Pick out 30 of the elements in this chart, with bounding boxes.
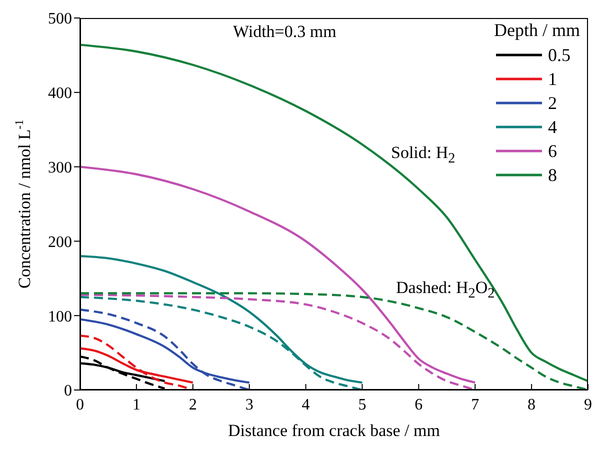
x-tick-label: 9 (584, 396, 592, 414)
annotation: Dashed: H$_{2}$O$_{2}$ (396, 278, 495, 302)
annotation: Width=0.3 mm (233, 22, 336, 42)
x-tick-label: 8 (528, 396, 536, 414)
legend-label: 6 (548, 140, 557, 162)
y-tick-label: 0 (64, 382, 72, 400)
legend-label: 4 (548, 116, 557, 138)
x-tick-label: 4 (302, 396, 310, 414)
y-tick-label: 500 (48, 10, 72, 28)
annotation: Solid: H$_{2}$ (391, 143, 456, 168)
y-tick-label: 100 (48, 308, 72, 326)
x-tick-label: 0 (76, 396, 84, 414)
x-tick-label: 2 (188, 396, 197, 414)
x-tick-label: 7 (471, 396, 480, 414)
line-series (80, 166, 476, 384)
legend-label: 1 (548, 68, 557, 90)
line-series (80, 334, 194, 390)
y-tick-label: 200 (48, 234, 72, 251)
x-tick-label: 3 (245, 396, 254, 414)
legend-label: 8 (548, 164, 557, 186)
legend-title: Depth / mm (494, 20, 580, 41)
line-series (80, 308, 250, 390)
legend-label: 0.5 (548, 44, 570, 66)
x-axis-title: Distance from crack base / mm (228, 421, 440, 440)
x-tick-label: 1 (132, 396, 140, 414)
x-tick-label: 5 (358, 396, 366, 414)
legend-label: 2 (548, 92, 557, 114)
y-tick-label: 400 (48, 85, 72, 102)
y-tick-label: 300 (48, 159, 72, 176)
x-tick-label: 6 (414, 396, 423, 414)
